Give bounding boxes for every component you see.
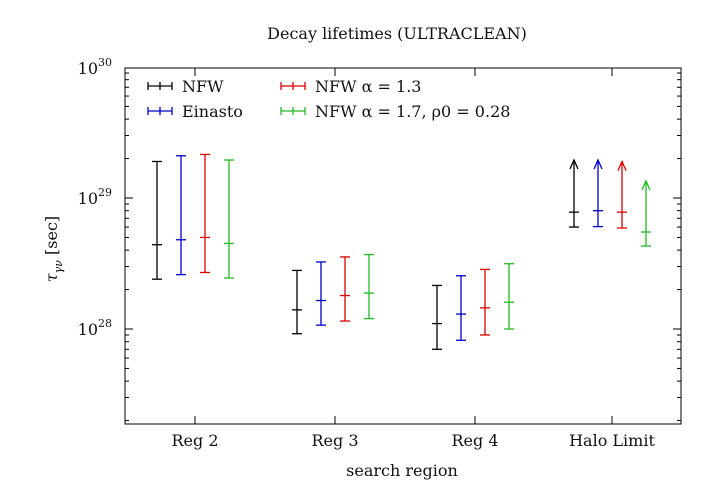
legend-item: Einasto	[147, 102, 243, 121]
lower-limit-arrow	[569, 158, 579, 170]
lower-limit-arrow	[593, 158, 603, 170]
series-layer	[152, 153, 651, 350]
x-axis: Reg 2 Reg 3 Reg 4 Halo Limit	[171, 68, 655, 450]
plot-frame	[124, 67, 682, 425]
x-axis-label: search region	[346, 461, 458, 480]
series-2	[200, 153, 627, 336]
lower-limit-arrow	[617, 159, 627, 171]
legend-item: NFW α = 1.3	[280, 77, 421, 96]
y-axis-label: τγν [sec]	[42, 216, 65, 282]
x-tick-label: Halo Limit	[569, 431, 655, 450]
legend-item: NFW	[147, 77, 224, 96]
legend-label: NFW α = 1.7, ρ0 = 0.28	[315, 102, 510, 121]
y-tick-label: 1030	[78, 56, 112, 78]
legend-label: Einasto	[182, 102, 243, 121]
x-tick-label: Reg 3	[311, 431, 358, 450]
x-tick-label: Reg 4	[451, 431, 498, 450]
x-tick-label: Reg 2	[171, 431, 218, 450]
y-tick-label: 1029	[78, 186, 112, 208]
y-tick-label: 1028	[78, 317, 112, 339]
legend-label: NFW	[182, 77, 224, 96]
y-axis: 1028 1029 1030	[78, 56, 681, 422]
lower-limit-arrow	[641, 179, 651, 191]
series-0	[152, 158, 579, 350]
legend-item: NFW α = 1.7, ρ0 = 0.28	[280, 102, 510, 121]
legend: NFW Einasto NFW α = 1.3 NFW α = 1.7, ρ0 = 0…	[147, 77, 510, 121]
series-3	[224, 159, 651, 330]
series-1	[176, 155, 603, 341]
legend-label: NFW α = 1.3	[315, 77, 421, 96]
chart-title: Decay lifetimes (ULTRACLEAN)	[267, 24, 527, 43]
